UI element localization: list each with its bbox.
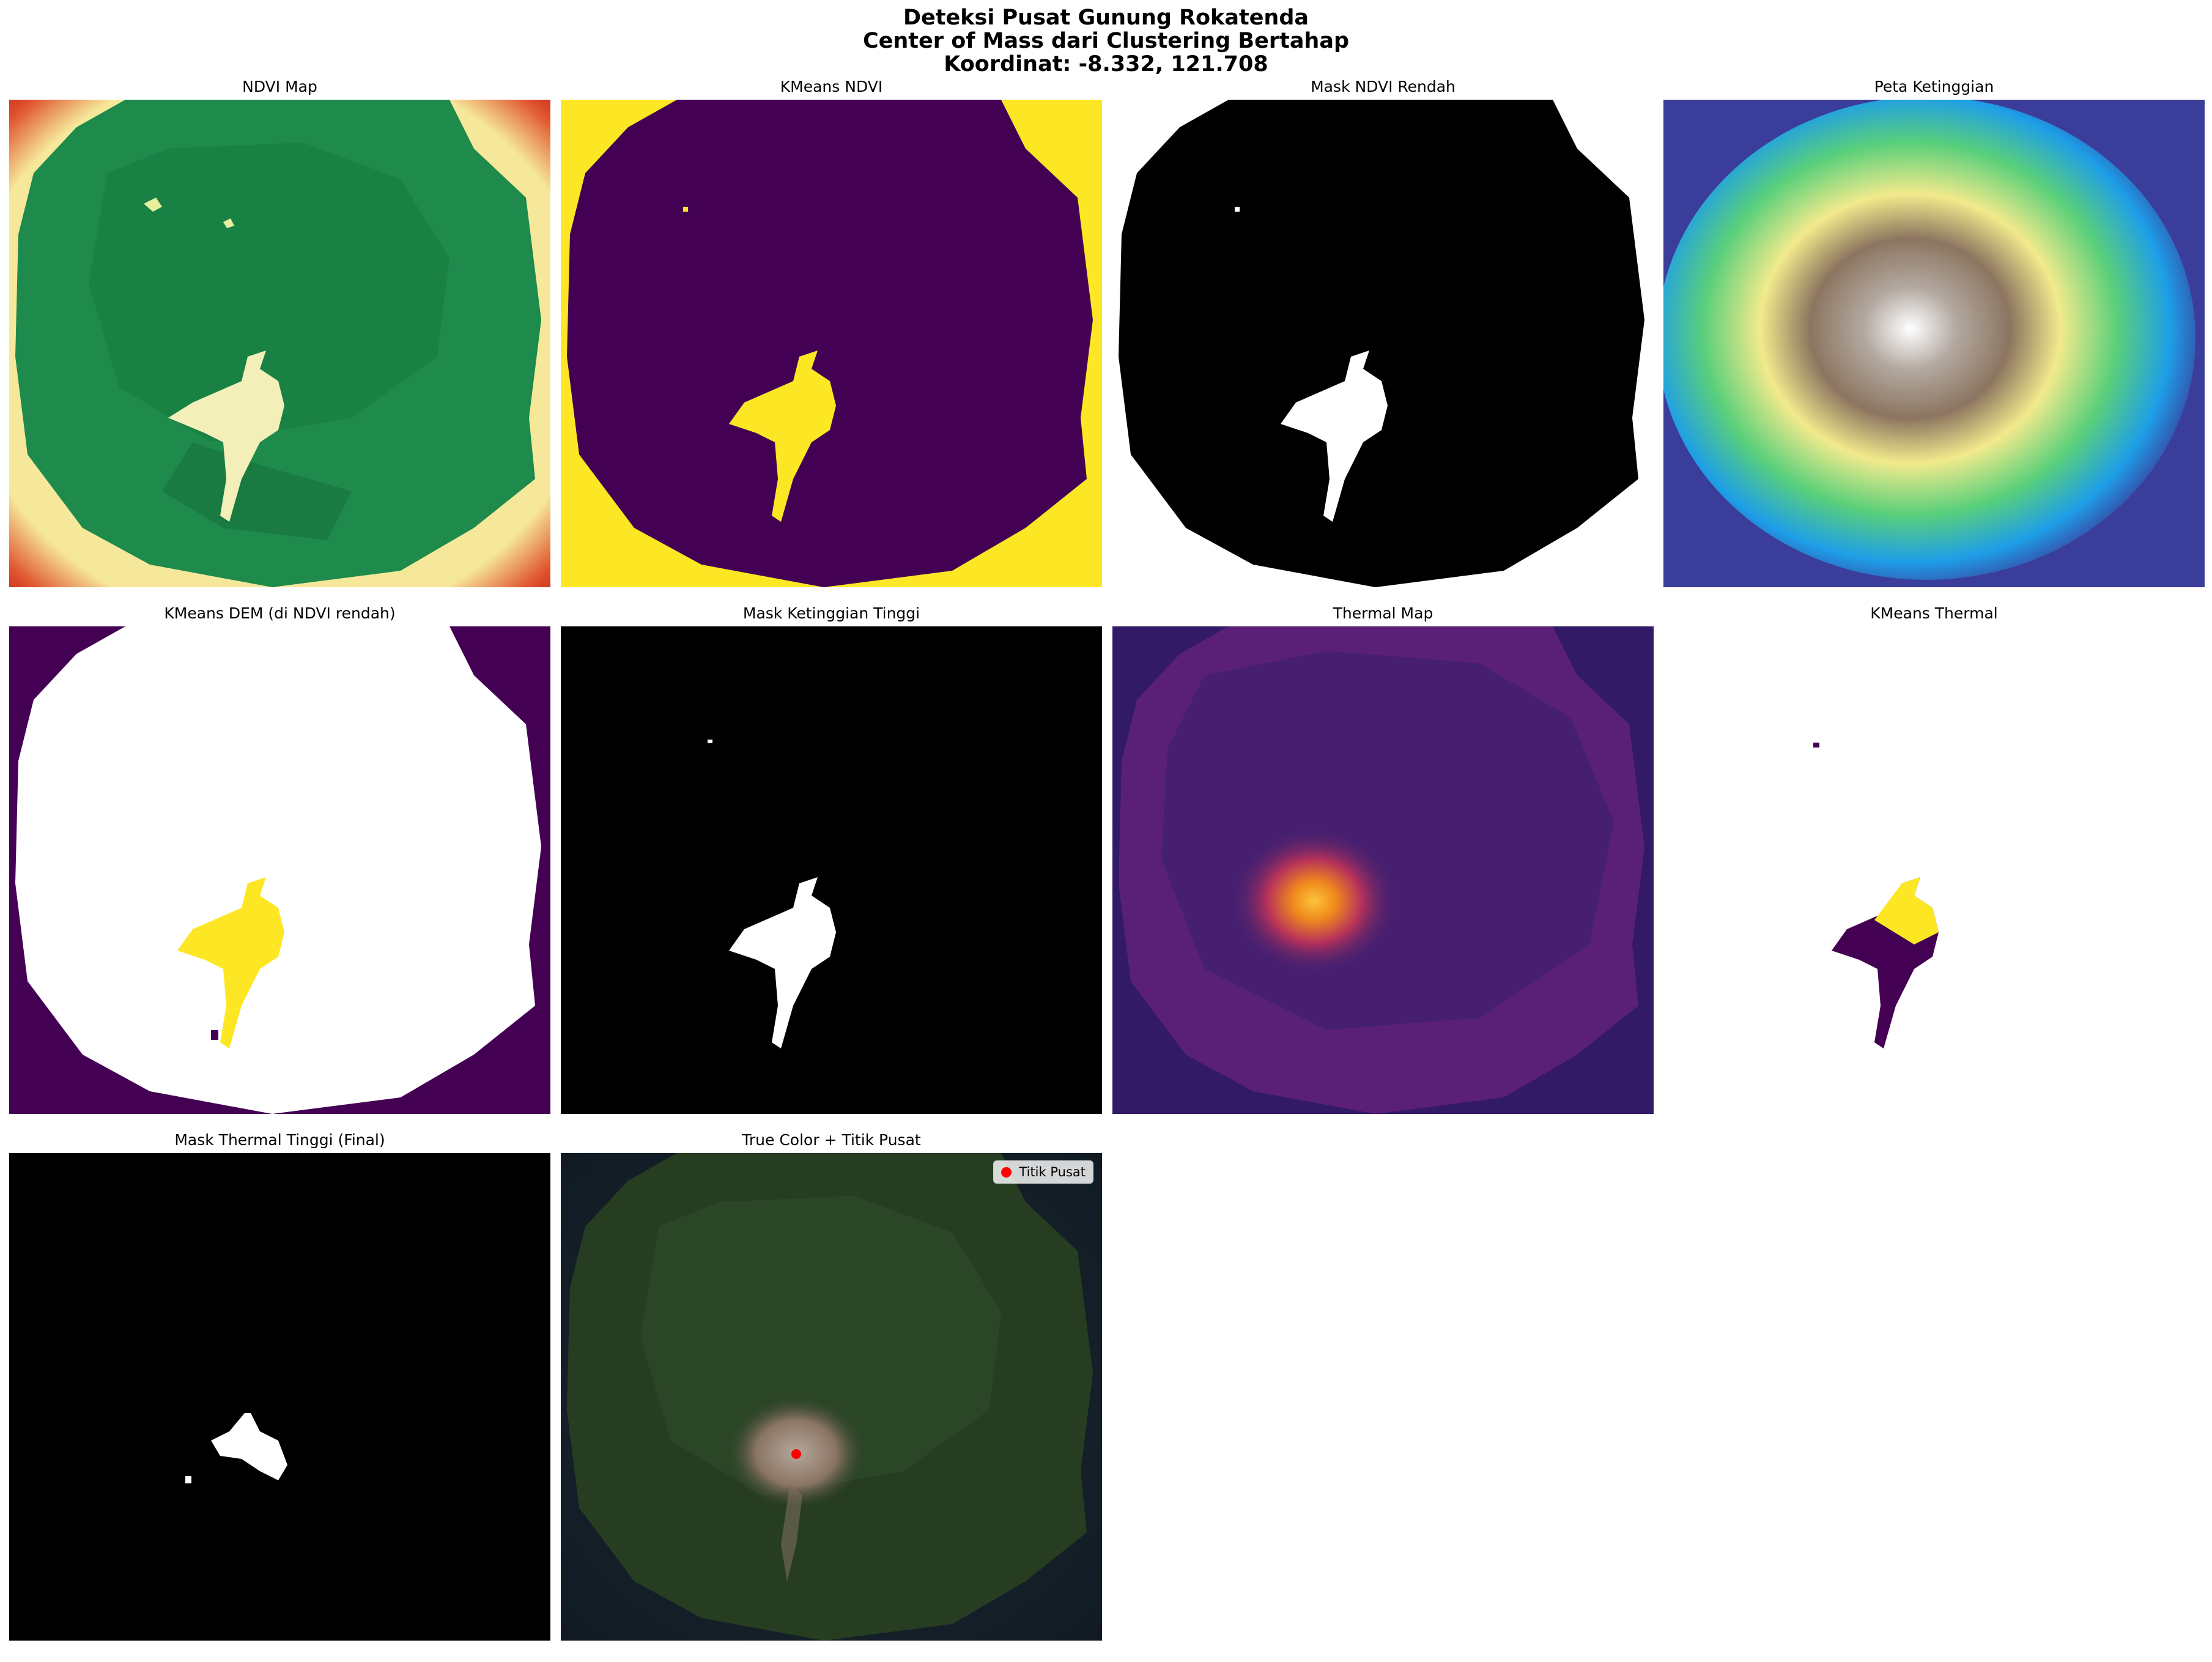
figure-title-line-2: Center of Mass dari Clustering Bertahap: [862, 29, 1350, 53]
panel-title-mask-elevation: Mask Ketinggian Tinggi: [742, 604, 920, 622]
panel-title-ndvi-map: NDVI Map: [242, 78, 317, 95]
figure-title-line-3: Koordinat: -8.332, 121.708: [944, 52, 1268, 76]
center-point-marker: [791, 1449, 801, 1459]
legend-label: Titik Pusat: [1019, 1165, 1086, 1179]
true-color-image: Titik Pusat: [561, 1153, 1102, 1641]
panel-title-mask-ndvi: Mask NDVI Rendah: [1311, 78, 1456, 95]
panel-title-true-color: True Color + Titik Pusat: [742, 1131, 921, 1149]
thermal-map-image: [1112, 626, 1654, 1114]
mask-thermal-image: [9, 1153, 550, 1641]
elevation-map-image: [1663, 100, 2205, 587]
panel-title-mask-thermal: Mask Thermal Tinggi (Final): [174, 1131, 385, 1149]
kmeans-thermal-image: [1663, 626, 2205, 1114]
kmeans-dem-image: [9, 626, 550, 1114]
figure-title-line-1: Deteksi Pusat Gunung Rokatenda: [903, 6, 1309, 30]
panel-title-elevation: Peta Ketinggian: [1874, 78, 1994, 95]
legend: Titik Pusat: [993, 1160, 1093, 1184]
legend-marker-icon: [1001, 1167, 1012, 1178]
kmeans-ndvi-image: [561, 100, 1102, 587]
panel-title-thermal-map: Thermal Map: [1333, 604, 1433, 622]
panel-title-kmeans-dem: KMeans DEM (di NDVI rendah): [164, 604, 396, 622]
panel-title-kmeans-ndvi: KMeans NDVI: [780, 78, 883, 95]
ndvi-map-image: [9, 100, 550, 587]
mask-ndvi-image: [1112, 100, 1654, 587]
mask-elevation-image: [561, 626, 1102, 1114]
panel-title-kmeans-thermal: KMeans Thermal: [1870, 604, 1998, 622]
